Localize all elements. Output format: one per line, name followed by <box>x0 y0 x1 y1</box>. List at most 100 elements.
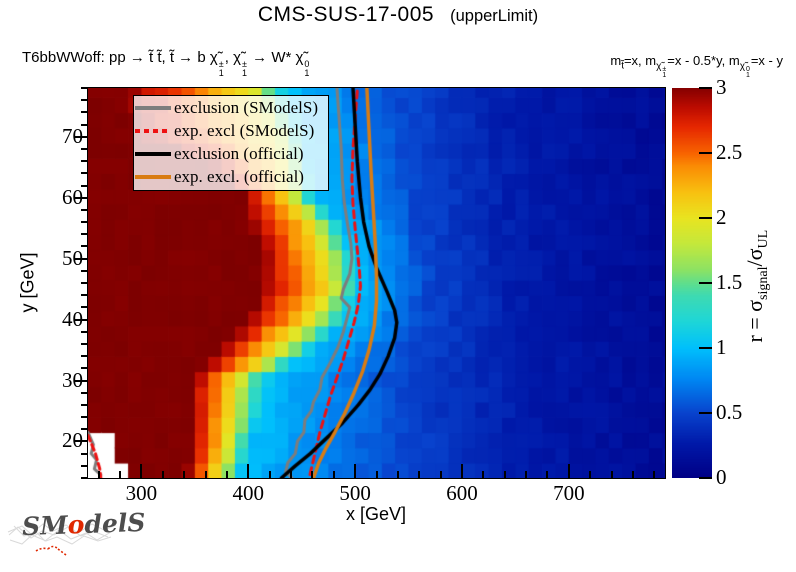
x-tick <box>354 464 357 478</box>
legend-item: exp. excl. (official) <box>134 165 328 188</box>
mass-m: m <box>645 53 657 68</box>
x-minor-tick <box>610 471 613 478</box>
mass-eq-3: =x - y <box>750 53 783 68</box>
legend-label: exclusion (official) <box>174 143 304 163</box>
y-tick-label: 20 <box>62 428 83 453</box>
process-label: T6bbWWoff: pp → t̃ t̃, t̃ → b χ̃ ±1, χ̃ ±1… <box>22 49 310 77</box>
y-tick <box>75 257 88 260</box>
colorbar-tick-label: 2.5 <box>716 140 743 164</box>
y-minor-tick <box>81 221 88 224</box>
y-axis-title: y [GeV] <box>17 252 38 313</box>
process-comma: , <box>224 49 234 66</box>
y-tick <box>75 318 88 321</box>
chargino-symbol: χ̃ <box>656 60 662 72</box>
colorbar-tick-label: 1 <box>716 335 727 359</box>
x-minor-tick <box>268 471 271 478</box>
x-minor-tick <box>375 471 378 478</box>
neutralino-charge: 0 <box>745 65 750 73</box>
colorbar-tick-label: 0 <box>716 465 727 489</box>
smodels-logo: SModelS <box>6 502 146 562</box>
chargino-index: 1 <box>218 67 224 78</box>
x-minor-tick <box>631 471 634 478</box>
x-tick <box>140 464 143 478</box>
title-main: CMS-SUS-17-005 <box>257 3 435 26</box>
process-stops: t̃ t̃, t̃ → b <box>149 49 210 66</box>
y-minor-tick <box>81 123 88 126</box>
logo-red-vertex: o <box>67 509 85 540</box>
y-minor-tick <box>81 87 88 89</box>
chargino-index: 1 <box>662 72 667 80</box>
y-minor-tick <box>81 355 88 358</box>
chargino-indices: ±1 <box>219 60 224 77</box>
mass-chargino-sub: χ̃ ±1 <box>656 60 667 79</box>
x-tick <box>567 464 570 478</box>
chargino-indices: ±1 <box>242 60 247 77</box>
y-minor-tick <box>81 245 88 248</box>
mass-relations-label: mt̃=x, mχ̃ ±1 =x - 0.5*y, mχ̃ 0 1 =x - y <box>610 53 783 80</box>
chargino-indices: ±1 <box>662 65 667 80</box>
x-axis-title: x [GeV] <box>345 504 407 524</box>
y-tick-label: 30 <box>62 367 83 392</box>
colorbar-tick <box>699 282 712 284</box>
x-minor-tick <box>161 471 164 478</box>
y-minor-tick <box>81 184 88 187</box>
y-minor-tick <box>81 403 88 406</box>
y-tick-label: 70 <box>62 123 83 148</box>
x-tick-label: 600 <box>446 481 478 505</box>
y-minor-tick <box>81 282 88 284</box>
mass-m: m <box>610 53 622 68</box>
x-minor-tick <box>290 471 293 478</box>
legend-swatch-solid <box>135 151 171 156</box>
page-title: CMS-SUS-17-005 (upperLimit) <box>0 3 796 27</box>
x-minor-tick <box>183 471 186 478</box>
plot-area: exclusion (SModelS) exp. excl (SModelS) ex… <box>87 87 666 479</box>
colorbar-slash: / <box>741 260 767 267</box>
y-minor-tick <box>81 111 88 114</box>
colorbar-tick <box>699 347 712 349</box>
y-minor-tick <box>81 391 88 394</box>
logo-text-left: SM <box>21 510 69 542</box>
legend-swatch-solid <box>135 174 171 179</box>
legend-label: exclusion (SModelS) <box>174 97 319 117</box>
y-minor-tick <box>81 172 88 175</box>
logo-text-right: delS <box>83 507 146 539</box>
chargino-charge: ± <box>662 65 667 73</box>
x-tick-label: 700 <box>553 481 585 505</box>
x-tick-label: 500 <box>339 481 371 505</box>
x-tick <box>460 464 463 478</box>
process-decay: → W* <box>247 49 296 66</box>
colorbar-tick-label: 2 <box>716 205 727 229</box>
y-tick <box>75 440 88 443</box>
x-minor-tick <box>225 471 228 478</box>
legend-item: exclusion (SModelS) <box>134 96 328 119</box>
x-minor-tick <box>97 471 100 478</box>
x-tick-label: 400 <box>232 481 265 505</box>
y-minor-tick <box>81 99 88 102</box>
x-minor-tick <box>653 471 656 478</box>
colorbar-tick-label: 1.5 <box>716 270 743 294</box>
chargino-charge: ± <box>218 59 224 69</box>
process-prefix: T6bbWWoff: pp → <box>22 49 149 66</box>
x-minor-tick <box>418 471 421 478</box>
y-minor-tick <box>81 452 88 455</box>
sigma-symbol: σ <box>741 248 767 261</box>
x-tick-label: 300 <box>125 481 158 505</box>
colorbar-tick <box>699 217 712 219</box>
legend-swatch-dashed <box>135 128 171 133</box>
chargino-charge: ± <box>241 59 247 69</box>
x-minor-tick <box>439 471 442 478</box>
y-minor-tick <box>81 367 88 370</box>
sigma-symbol: σ <box>741 299 767 312</box>
neutralino-charge: 0 <box>304 59 310 69</box>
colorbar-tick-label: 0.5 <box>716 400 743 424</box>
y-minor-tick <box>81 269 88 272</box>
y-minor-tick <box>81 160 88 163</box>
legend-item: exclusion (official) <box>134 142 328 165</box>
y-tick <box>75 135 88 138</box>
y-tick-label: 40 <box>62 306 83 331</box>
y-tick-label: 60 <box>62 184 83 209</box>
y-minor-tick <box>81 306 88 309</box>
y-minor-tick <box>81 294 88 297</box>
x-minor-tick <box>525 471 528 478</box>
